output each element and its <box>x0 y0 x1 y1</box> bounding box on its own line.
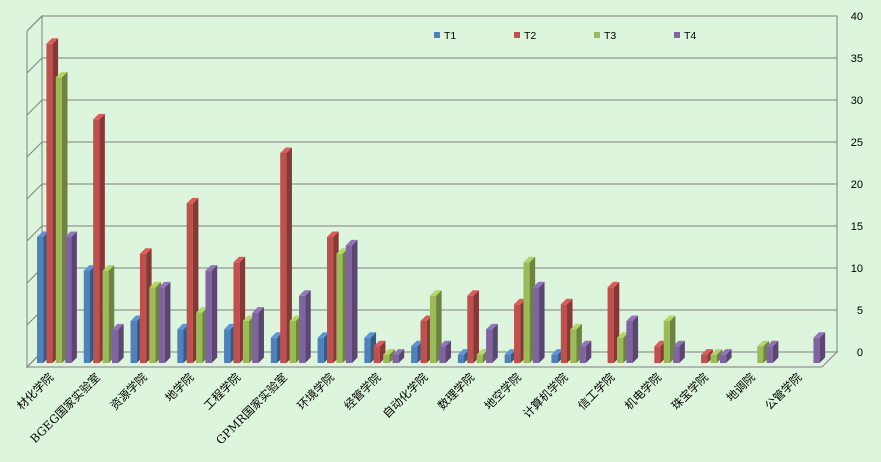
bar-t4-1 <box>111 323 124 363</box>
bar-t4-3 <box>205 265 218 363</box>
bar-t4-11 <box>579 340 592 363</box>
legend: T1 T2 T3 T4 <box>434 30 696 42</box>
bar-t4-2 <box>158 281 171 363</box>
bar-t4-0 <box>65 231 77 363</box>
bar-t3-8 <box>429 290 442 363</box>
y-tick-label: 15 <box>851 221 863 233</box>
gridline <box>26 57 837 74</box>
y-tick-label: 20 <box>851 179 863 191</box>
y-tick-label: 25 <box>851 137 863 149</box>
x-category-label: 经管学院 <box>341 370 384 413</box>
x-category-label: 机电学院 <box>622 370 665 413</box>
x-category-label: 公管学院 <box>762 370 805 413</box>
bar-t2-12 <box>607 281 620 363</box>
x-category-label: 地学院 <box>162 370 197 405</box>
bar-t4-12 <box>626 315 639 363</box>
x-category-label: 资源学院 <box>107 370 150 413</box>
bar-t4-8 <box>439 340 452 363</box>
bar-t3-1 <box>102 265 115 363</box>
legend-label-t2: T2 <box>524 30 536 42</box>
y-tick-label: 40 <box>851 11 863 23</box>
x-category-label: 数理学院 <box>435 370 478 413</box>
y-tick-label: 0 <box>857 347 863 359</box>
y-tick-label: 5 <box>857 305 863 317</box>
bars <box>37 38 826 364</box>
bar-t4-15 <box>766 340 779 363</box>
x-category-label: 工程学院 <box>201 370 244 413</box>
gridline <box>26 141 837 158</box>
legend-swatch-t4 <box>674 32 680 38</box>
bar-t4-5 <box>299 290 311 363</box>
x-category-label: 珠宝学院 <box>669 370 712 413</box>
x-category-label: 环境学院 <box>294 370 337 413</box>
legend-swatch-t1 <box>434 32 440 38</box>
x-category-label: 地调院 <box>723 370 758 405</box>
legend-swatch-t3 <box>594 32 600 38</box>
bar-t3-7 <box>383 349 395 363</box>
x-category-label: 自动化学院 <box>380 370 431 421</box>
y-tick-label: 10 <box>851 263 863 275</box>
bar-t2-9 <box>467 290 479 363</box>
bar-t4-9 <box>486 323 498 363</box>
legend-label-t1: T1 <box>444 30 456 42</box>
legend-swatch-t2 <box>514 32 520 38</box>
bar-t4-14 <box>719 349 732 363</box>
bar-t4-10 <box>532 281 545 363</box>
legend-label-t4: T4 <box>684 30 696 42</box>
y-axis-ticks: 0 5 10 15 20 25 30 35 40 <box>851 11 863 359</box>
y-tick-label: 30 <box>851 95 863 107</box>
x-category-label: 计算机学院 <box>520 370 571 421</box>
bar-t2-14 <box>701 349 713 363</box>
bar-t2-4 <box>233 256 246 363</box>
bar-t4-13 <box>673 340 685 363</box>
gridline <box>26 183 837 200</box>
bar-t4-7 <box>392 349 405 363</box>
x-category-label: 地空学院 <box>481 370 524 413</box>
bar-t4-4 <box>252 307 264 363</box>
gridline <box>26 99 837 116</box>
bar-t4-16 <box>813 332 826 363</box>
bar-t2-5 <box>280 147 292 363</box>
gridline <box>26 15 837 32</box>
x-category-label: 信工学院 <box>575 370 618 413</box>
bar-t3-14 <box>710 349 723 363</box>
bar-t1-7 <box>364 332 377 363</box>
legend-label-t3: T3 <box>604 30 616 42</box>
y-tick-label: 35 <box>851 53 863 65</box>
x-category-label: 材化学院 <box>14 370 57 413</box>
gridline <box>26 225 837 242</box>
bar-t4-6 <box>345 239 358 363</box>
